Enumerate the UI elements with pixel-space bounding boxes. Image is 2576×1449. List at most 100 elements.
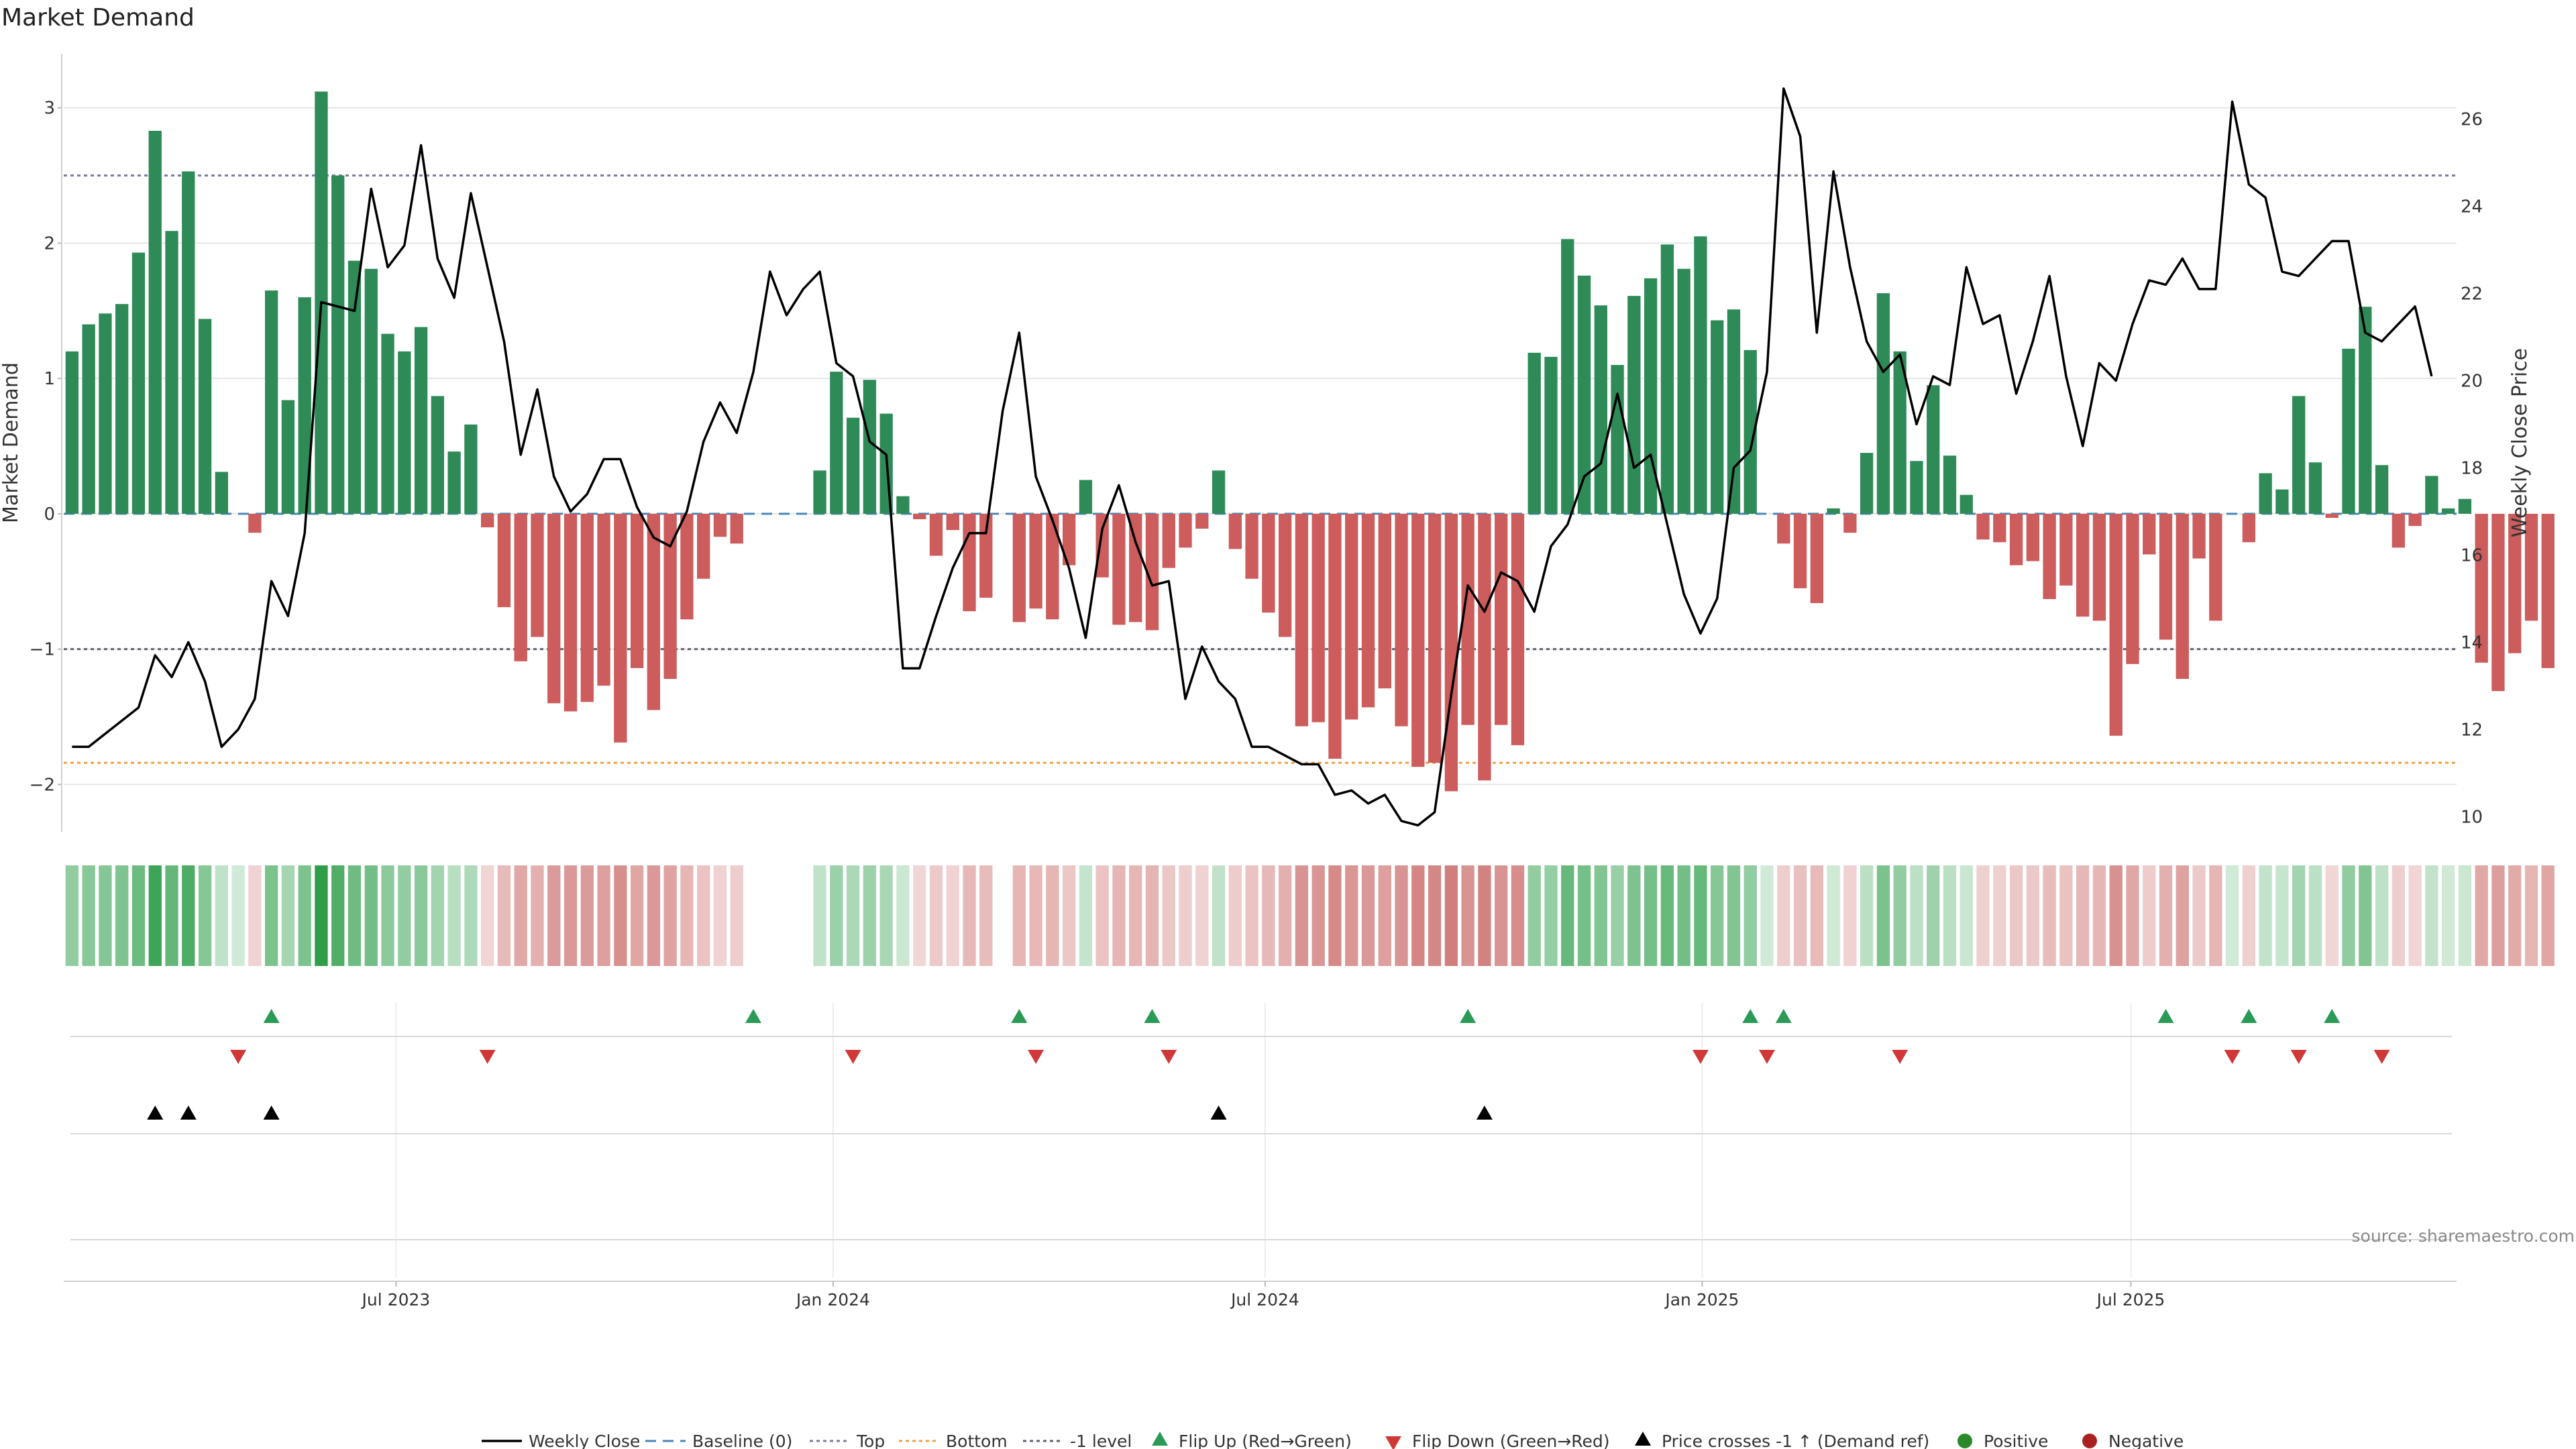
demand-strip-cell [414,865,428,966]
flip-up-marker [2157,1009,2174,1023]
y-axis-title: Market Demand [0,362,23,523]
legend-swatch-triangle-down [1385,1436,1401,1449]
demand-strip-cell [614,865,627,966]
demand-bar [215,472,228,514]
flip-down-marker [1028,1050,1044,1064]
legend-swatch-dot [2082,1434,2097,1448]
demand-strip-cell [1660,865,1674,966]
demand-strip-cell [1195,865,1209,966]
demand-bar [447,451,461,514]
demand-bar [1910,461,1923,514]
flip-down-marker [1759,1050,1776,1064]
demand-strip-cell [2259,865,2272,966]
demand-strip-cell [2076,865,2090,966]
demand-strip-cell [2375,865,2389,966]
demand-bar [2176,513,2189,680]
demand-bar [1876,293,1890,514]
demand-strip-cell [2143,865,2156,966]
demand-bar [2541,513,2555,668]
demand-strip-cell [1395,865,1408,966]
demand-strip-cell [1976,865,1990,966]
demand-strip-cell [2524,865,2538,966]
demand-strip-cell [381,865,394,966]
price-cross-marker [263,1106,280,1120]
demand-strip-cell [1910,865,1923,966]
demand-bar [1228,513,1242,549]
demand-strip-cell [165,865,178,966]
demand-strip-cell [480,865,494,966]
demand-strip-cell [231,865,245,966]
demand-bar [1976,513,1990,540]
x-tick-label: Jul 2024 [1230,1290,1299,1309]
y2-tick-label: 18 [2461,458,2483,478]
demand-strip-cell [697,865,710,966]
demand-bar [1145,513,1159,631]
demand-bar [531,513,544,637]
demand-strip-cell [1527,865,1541,966]
demand-bar [564,513,578,712]
demand-bar [630,513,644,668]
y-tick-label: 2 [44,233,55,254]
demand-strip-cell [1876,865,1890,966]
demand-bar [2043,513,2056,600]
demand-strip-cell [2441,865,2455,966]
demand-bar [264,290,278,514]
demand-bar [2425,476,2438,514]
demand-strip-cell [1993,865,2006,966]
demand-strip-cell [264,865,278,966]
demand-bar [398,351,411,514]
demand-strip-cell [846,865,860,966]
demand-bar [2109,513,2123,736]
demand-bar [2059,513,2073,586]
demand-strip-cell [630,865,644,966]
demand-bar [647,513,661,710]
demand-strip-cell [1079,865,1093,966]
demand-strip-cell [2126,865,2139,966]
demand-strip-cell [2209,865,2222,966]
flip-up-marker [1742,1009,1759,1023]
demand-bar [1495,513,1508,725]
demand-bar [1179,513,1192,548]
demand-strip-cell [215,865,228,966]
y2-axis-title: Weekly Close Price [2508,348,2532,537]
demand-bar [2408,513,2422,527]
demand-strip-cell [2059,865,2073,966]
demand-bar [480,513,494,528]
demand-bar [1262,513,1275,613]
demand-strip-cell [82,865,95,966]
demand-strip-cell [1361,865,1375,966]
demand-bar [1727,309,1741,514]
demand-bar [963,513,976,612]
demand-strip-cell [1677,865,1690,966]
demand-strip-cell [1262,865,1275,966]
demand-bar [713,513,727,537]
demand-bar [1278,513,1292,637]
demand-strip-cell [2242,865,2256,966]
demand-bar [1295,513,1309,727]
demand-strip-cell [2325,865,2339,966]
demand-bar [2308,462,2322,514]
demand-strip-cell [1245,865,1258,966]
demand-strip-cell [1228,865,1242,966]
demand-strip-cell [1345,865,1358,966]
demand-strip-cell [2508,865,2522,966]
demand-bar [381,333,394,514]
demand-strip-cell [2009,865,2023,966]
legend-label: Bottom [946,1432,1008,1449]
demand-bar [1129,513,1142,623]
demand-bar [680,513,694,620]
demand-bar [1345,513,1358,720]
demand-strip-cell [1577,865,1591,966]
demand-bar [1046,513,1059,620]
demand-strip-cell [1627,865,1641,966]
demand-strip-cell [131,865,146,966]
demand-strip-cell [464,865,478,966]
demand-strip-cell [564,865,578,966]
demand-bar [1378,513,1391,689]
demand-strip-cell [1843,865,1857,966]
demand-strip-cell [514,865,527,966]
demand-bar [1960,494,1973,514]
demand-bar [298,297,311,514]
demand-strip-cell [2491,865,2505,966]
demand-bar [99,313,112,514]
